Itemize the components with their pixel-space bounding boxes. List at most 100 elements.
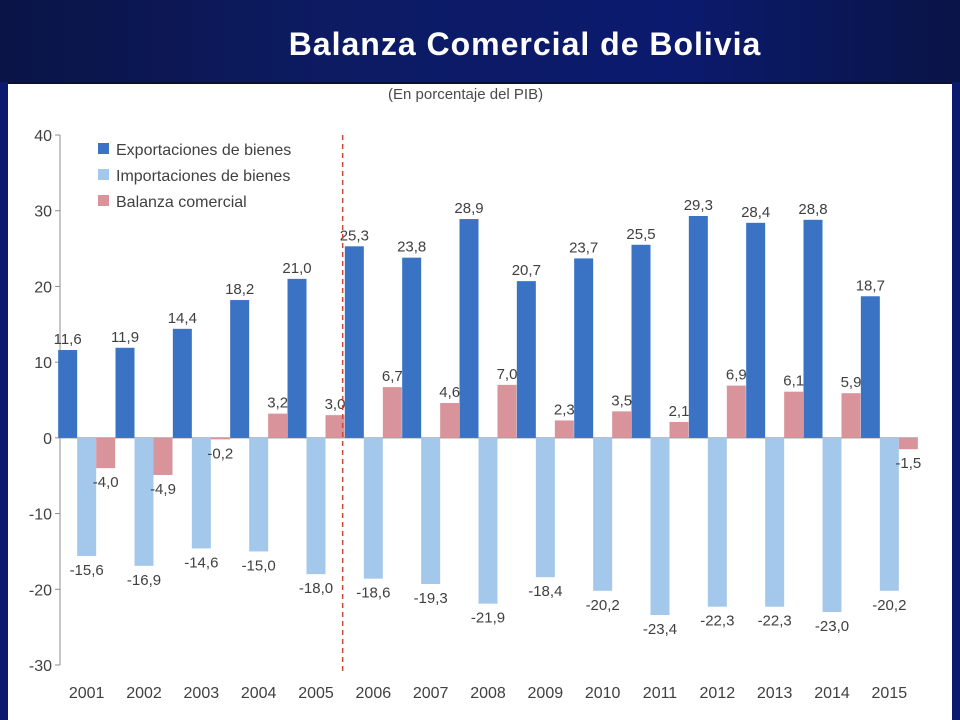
data-label-imports: -19,3 bbox=[414, 590, 448, 607]
x-tick-label: 2010 bbox=[585, 685, 621, 702]
legend-label: Importaciones de bienes bbox=[116, 168, 290, 185]
bar-imports bbox=[249, 437, 269, 552]
data-label-exports: 28,9 bbox=[454, 200, 483, 217]
data-label-balance: 6,1 bbox=[783, 373, 804, 390]
data-label-imports: -22,3 bbox=[758, 613, 792, 630]
data-label-exports: 23,7 bbox=[569, 239, 598, 256]
data-label-imports: -23,4 bbox=[643, 621, 677, 638]
y-tick-label: -20 bbox=[29, 582, 52, 599]
bar-imports bbox=[765, 437, 785, 607]
data-label-imports: -21,9 bbox=[471, 610, 505, 627]
bar-exports bbox=[688, 216, 708, 438]
data-label-exports: 28,4 bbox=[741, 204, 770, 221]
bar-imports bbox=[593, 437, 613, 591]
data-label-imports: -22,3 bbox=[700, 613, 734, 630]
data-label-balance: 3,2 bbox=[267, 395, 288, 412]
bar-exports bbox=[287, 278, 307, 438]
bar-imports bbox=[822, 437, 842, 612]
bar-exports bbox=[860, 296, 880, 438]
data-label-balance: 6,9 bbox=[726, 367, 747, 384]
y-tick-label: 20 bbox=[34, 279, 52, 296]
data-label-imports: -15,0 bbox=[242, 557, 276, 574]
bar-imports bbox=[134, 437, 154, 566]
data-label-imports: -23,0 bbox=[815, 618, 849, 635]
bar-imports bbox=[478, 437, 498, 604]
data-label-balance: 7,0 bbox=[497, 366, 518, 383]
x-tick-label: 2003 bbox=[184, 685, 220, 702]
x-tick-label: 2005 bbox=[298, 685, 334, 702]
y-tick-label: 40 bbox=[34, 128, 52, 145]
data-label-exports: 14,4 bbox=[168, 310, 197, 327]
data-label-balance: 3,0 bbox=[325, 396, 346, 413]
legend-label: Balanza comercial bbox=[116, 194, 247, 211]
x-tick-label: 2008 bbox=[470, 685, 506, 702]
data-label-balance: -4,0 bbox=[93, 474, 119, 491]
data-label-balance: 3,5 bbox=[611, 392, 632, 409]
x-tick-label: 2006 bbox=[356, 685, 392, 702]
bar-exports bbox=[516, 281, 536, 438]
data-label-balance: 6,7 bbox=[382, 368, 403, 385]
y-tick-label: 0 bbox=[43, 431, 52, 448]
bar-balance bbox=[210, 437, 230, 440]
x-tick-label: 2007 bbox=[413, 685, 449, 702]
bar-balance bbox=[153, 437, 173, 475]
x-tick-label: 2014 bbox=[814, 685, 850, 702]
y-tick-label: 30 bbox=[34, 204, 52, 221]
bar-balance bbox=[268, 413, 288, 438]
legend-swatch bbox=[98, 195, 109, 206]
bar-imports bbox=[77, 437, 97, 556]
data-label-exports: 23,8 bbox=[397, 239, 426, 256]
data-label-exports: 11,9 bbox=[111, 329, 139, 346]
data-label-exports: 11,6 bbox=[54, 331, 82, 348]
bar-imports bbox=[879, 437, 899, 591]
bar-balance bbox=[554, 420, 574, 438]
bar-exports bbox=[631, 244, 651, 438]
bar-exports bbox=[58, 350, 78, 438]
bar-exports bbox=[803, 219, 823, 438]
data-label-balance: 2,1 bbox=[669, 403, 690, 420]
bar-balance bbox=[440, 403, 460, 438]
y-tick-label: 10 bbox=[34, 355, 52, 372]
bar-imports bbox=[421, 437, 441, 584]
data-label-exports: 18,7 bbox=[856, 277, 885, 294]
x-tick-label: 2009 bbox=[528, 685, 564, 702]
data-label-imports: -18,6 bbox=[356, 585, 390, 602]
bar-imports bbox=[535, 437, 555, 578]
x-tick-label: 2004 bbox=[241, 685, 277, 702]
data-label-balance: 5,9 bbox=[841, 374, 862, 391]
legend-swatch bbox=[98, 169, 109, 180]
data-label-exports: 29,3 bbox=[684, 197, 713, 214]
data-label-imports: -20,2 bbox=[872, 597, 906, 614]
chart-subtitle: (En porcentaje del PIB) bbox=[388, 86, 544, 103]
x-tick-label: 2001 bbox=[69, 685, 105, 702]
bar-balance bbox=[669, 421, 689, 438]
data-label-imports: -14,6 bbox=[184, 554, 218, 571]
data-label-balance: 2,3 bbox=[554, 401, 575, 418]
data-label-imports: -16,9 bbox=[127, 572, 161, 589]
bar-balance bbox=[96, 437, 116, 469]
bar-balance bbox=[726, 385, 746, 438]
bar-exports bbox=[115, 347, 135, 438]
bar-exports bbox=[574, 258, 594, 438]
y-tick-label: -30 bbox=[29, 658, 52, 675]
data-label-exports: 21,0 bbox=[282, 260, 311, 277]
bar-imports bbox=[707, 437, 727, 607]
y-tick-label: -10 bbox=[29, 507, 52, 524]
data-label-imports: -18,4 bbox=[528, 583, 562, 600]
title-banner: Balanza Comercial de Bolivia bbox=[0, 0, 960, 84]
bar-balance bbox=[784, 391, 804, 438]
x-tick-label: 2011 bbox=[643, 685, 678, 702]
data-label-exports: 28,8 bbox=[798, 201, 827, 218]
bar-exports bbox=[230, 300, 250, 438]
x-tick-label: 2002 bbox=[126, 685, 162, 702]
data-label-balance: -4,9 bbox=[150, 481, 176, 498]
page-title: Balanza Comercial de Bolivia bbox=[288, 26, 762, 62]
data-label-exports: 25,5 bbox=[626, 226, 655, 243]
bar-balance bbox=[497, 384, 517, 438]
bar-imports bbox=[363, 437, 383, 579]
bar-exports bbox=[746, 222, 766, 438]
bar-balance bbox=[612, 411, 632, 438]
bar-exports bbox=[172, 328, 192, 438]
bar-imports bbox=[191, 437, 211, 549]
left-frame-bar bbox=[0, 82, 8, 720]
